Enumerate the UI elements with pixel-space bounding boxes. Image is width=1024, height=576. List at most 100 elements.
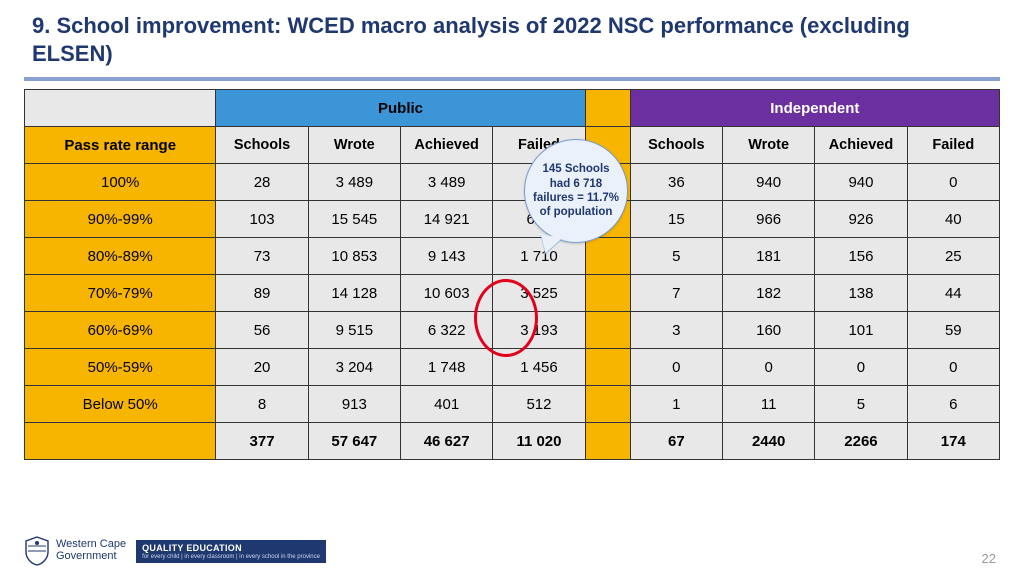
row-spacer <box>585 386 630 423</box>
table-row: 90%-99%10315 54514 9216241596692640 <box>25 201 1000 238</box>
data-cell: 14 128 <box>308 275 400 312</box>
data-cell: 6 <box>907 386 999 423</box>
data-cell: 3 <box>630 312 722 349</box>
col-public-achieved: Achieved <box>401 127 493 164</box>
data-cell: 401 <box>401 386 493 423</box>
row-label: 80%-89% <box>25 238 216 275</box>
row-spacer <box>585 275 630 312</box>
total-cell: 174 <box>907 423 999 460</box>
data-cell: 40 <box>907 201 999 238</box>
data-cell: 11 <box>722 386 814 423</box>
data-cell: 182 <box>722 275 814 312</box>
totals-row: 377 57 647 46 627 11 020 67 2440 2266 17… <box>25 423 1000 460</box>
header-blank <box>25 90 216 127</box>
total-cell: 2440 <box>722 423 814 460</box>
data-cell: 940 <box>722 164 814 201</box>
data-cell: 9 515 <box>308 312 400 349</box>
row-label: 70%-79% <box>25 275 216 312</box>
data-cell: 6 322 <box>401 312 493 349</box>
wc-gov-logo: Western Cape Government <box>24 536 126 566</box>
group-header-row: Public Independent <box>25 90 1000 127</box>
row-spacer <box>585 349 630 386</box>
data-cell: 15 <box>630 201 722 238</box>
performance-table: Public Independent Pass rate range Schoo… <box>24 89 1000 460</box>
shield-icon <box>24 536 50 566</box>
data-cell: 3 525 <box>493 275 585 312</box>
org-line2: Government <box>56 551 126 563</box>
col-indep-failed: Failed <box>907 127 999 164</box>
data-cell: 8 <box>216 386 308 423</box>
data-cell: 73 <box>216 238 308 275</box>
header-spacer <box>585 90 630 127</box>
table-row: 60%-69%569 5156 3223 193 316010159 <box>25 312 1000 349</box>
data-cell: 138 <box>815 275 907 312</box>
quality-education-badge: QUALITY EDUCATION for every child | in e… <box>136 540 326 563</box>
title-divider <box>24 77 1000 81</box>
data-cell: 5 <box>630 238 722 275</box>
total-cell: 67 <box>630 423 722 460</box>
col-public-wrote: Wrote <box>308 127 400 164</box>
badge-title: QUALITY EDUCATION <box>136 540 326 555</box>
data-cell: 512 <box>493 386 585 423</box>
data-cell: 160 <box>722 312 814 349</box>
total-cell: 46 627 <box>401 423 493 460</box>
table-row: 70%-79%8914 12810 6033 525718213844 <box>25 275 1000 312</box>
data-cell: 89 <box>216 275 308 312</box>
slide-title: 9. School improvement: WCED macro analys… <box>24 12 1000 67</box>
footer: Western Cape Government QUALITY EDUCATIO… <box>24 536 326 566</box>
col-indep-schools: Schools <box>630 127 722 164</box>
data-cell: 156 <box>815 238 907 275</box>
col-public-schools: Schools <box>216 127 308 164</box>
data-cell: 1 <box>630 386 722 423</box>
data-cell: 20 <box>216 349 308 386</box>
data-cell: 926 <box>815 201 907 238</box>
col-range: Pass rate range <box>25 127 216 164</box>
row-label: 100% <box>25 164 216 201</box>
data-cell: 3 193 <box>493 312 585 349</box>
data-cell: 0 <box>907 349 999 386</box>
data-cell: 913 <box>308 386 400 423</box>
row-label: 90%-99% <box>25 201 216 238</box>
data-cell: 25 <box>907 238 999 275</box>
data-cell: 9 143 <box>401 238 493 275</box>
data-cell: 28 <box>216 164 308 201</box>
data-cell: 966 <box>722 201 814 238</box>
data-cell: 101 <box>815 312 907 349</box>
row-label: 50%-59% <box>25 349 216 386</box>
header-public: Public <box>216 90 585 127</box>
data-cell: 0 <box>722 349 814 386</box>
row-spacer <box>585 238 630 275</box>
row-spacer <box>585 312 630 349</box>
data-cell: 1 748 <box>401 349 493 386</box>
table-row: 80%-89%7310 8539 1431 710518115625 <box>25 238 1000 275</box>
callout-bubble: 145 Schools had 6 718 failures = 11.7% o… <box>524 139 628 243</box>
data-cell: 0 <box>815 349 907 386</box>
data-cell: 14 921 <box>401 201 493 238</box>
table-row: Below 50%891340151211156 <box>25 386 1000 423</box>
total-cell: 57 647 <box>308 423 400 460</box>
table-container: Public Independent Pass rate range Schoo… <box>24 89 1000 460</box>
data-cell: 3 204 <box>308 349 400 386</box>
data-cell: 59 <box>907 312 999 349</box>
data-cell: 15 545 <box>308 201 400 238</box>
data-cell: 10 853 <box>308 238 400 275</box>
col-indep-achieved: Achieved <box>815 127 907 164</box>
data-cell: 44 <box>907 275 999 312</box>
row-label: Below 50% <box>25 386 216 423</box>
col-indep-wrote: Wrote <box>722 127 814 164</box>
data-cell: 0 <box>630 349 722 386</box>
badge-subtitle: for every child | in every classroom | i… <box>136 554 326 563</box>
data-cell: 0 <box>907 164 999 201</box>
page-number: 22 <box>982 551 996 566</box>
sub-header-row: Pass rate range Schools Wrote Achieved F… <box>25 127 1000 164</box>
data-cell: 3 489 <box>401 164 493 201</box>
row-label: 60%-69% <box>25 312 216 349</box>
total-cell: 377 <box>216 423 308 460</box>
table-row: 100%283 4893 4890369409400 <box>25 164 1000 201</box>
total-cell: 2266 <box>815 423 907 460</box>
data-cell: 103 <box>216 201 308 238</box>
data-cell: 56 <box>216 312 308 349</box>
data-cell: 1 456 <box>493 349 585 386</box>
data-cell: 3 489 <box>308 164 400 201</box>
table-row: 50%-59%203 2041 7481 4560000 <box>25 349 1000 386</box>
